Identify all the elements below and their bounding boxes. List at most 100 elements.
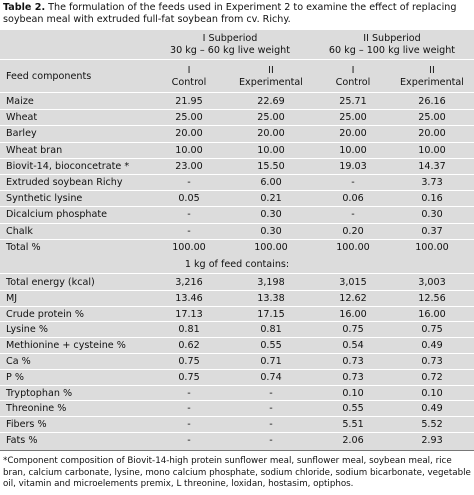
row-value: 20.00 [175, 128, 203, 140]
row-divider [0, 109, 474, 111]
row-value: 25.00 [339, 112, 367, 124]
row-divider [0, 368, 474, 370]
header-bottom-rule [0, 92, 474, 93]
row-value: 0.81 [178, 324, 200, 336]
subheading: 1 kg of feed contains: [184, 259, 290, 270]
group-4-name: Experimental [400, 77, 464, 88]
header-row-label: Feed components [6, 71, 92, 82]
row-divider [0, 125, 474, 127]
row-value: 0.06 [342, 193, 364, 205]
row-value: 25.71 [339, 96, 367, 107]
row-value: 14.37 [418, 160, 446, 172]
group-3-num: I [351, 65, 355, 76]
row-label: Crude protein % [6, 308, 85, 320]
feed-table: I Subperiod 30 kg – 60 kg live weight II… [0, 30, 474, 450]
row-value: 3.73 [421, 177, 443, 188]
row-value: 20.00 [418, 128, 446, 140]
row-value: 20.00 [339, 128, 367, 140]
row-divider [0, 353, 474, 354]
row-value: 0.75 [178, 356, 200, 367]
row-value: 20.00 [257, 128, 285, 140]
row-value: 3,003 [418, 277, 446, 288]
row-value: 25.00 [175, 112, 203, 124]
subperiod-2-range: 60 kg – 100 kg live weight [328, 45, 456, 56]
row-value: 0.10 [421, 387, 443, 399]
row-value: 13.46 [175, 292, 203, 304]
row-divider [0, 400, 474, 402]
row-label: Chalk [6, 225, 33, 237]
row-value: 0.72 [421, 371, 443, 383]
row-value: 5.51 [342, 419, 364, 431]
group-2-num: II [268, 65, 274, 76]
row-value: 0.05 [178, 193, 200, 205]
row-value: - [351, 177, 355, 188]
row-value: 3,216 [175, 277, 203, 288]
row-label: P % [6, 371, 24, 383]
row-value: - [187, 177, 191, 188]
row-value: 25.00 [257, 112, 285, 124]
row-value: 0.30 [421, 209, 443, 221]
row-value: - [269, 435, 273, 446]
row-value: 2.93 [421, 435, 443, 446]
row-divider [0, 222, 474, 224]
row-label: Fibers % [6, 419, 47, 431]
row-value: 26.16 [418, 96, 446, 107]
row-value: 10.00 [418, 144, 446, 156]
row-label: Synthetic lysine [6, 193, 83, 205]
row-value: 17.15 [257, 308, 285, 320]
row-divider [0, 141, 474, 143]
row-label: Dicalcium phosphate [6, 209, 108, 221]
row-value: 13.38 [257, 292, 285, 304]
row-value: 0.49 [421, 340, 443, 352]
row-value: 0.37 [421, 225, 443, 237]
row-value: 0.30 [260, 209, 282, 221]
row-value: 22.69 [257, 96, 285, 107]
row-value: - [269, 387, 273, 399]
row-label: Wheat [6, 112, 38, 124]
row-value: - [187, 435, 191, 446]
row-value: 16.00 [418, 308, 446, 320]
row-value: 10.00 [175, 144, 203, 156]
row-divider [0, 289, 474, 291]
row-value: - [187, 209, 191, 221]
row-label: Biovit-14, bioconcetrate * [6, 160, 130, 172]
row-divider [0, 174, 474, 175]
group-3-name: Control [335, 77, 371, 88]
row-value: 100.00 [336, 241, 370, 253]
row-value: 0.62 [178, 340, 200, 352]
row-value: 2.06 [342, 435, 364, 446]
row-value: 3,198 [257, 277, 285, 288]
row-value: 0.55 [260, 340, 282, 352]
row-value: 0.55 [342, 403, 364, 415]
row-label: Total energy (kcal) [6, 277, 95, 288]
subperiod-1-title: I Subperiod [202, 33, 258, 44]
row-value: - [187, 419, 191, 431]
row-label: Threonine % [6, 403, 67, 415]
row-value: 100.00 [415, 241, 449, 253]
row-label: Lysine % [6, 324, 48, 336]
row-label: MJ [6, 292, 18, 304]
row-divider [0, 337, 474, 339]
row-value: 0.81 [260, 324, 282, 336]
row-divider [0, 157, 474, 159]
row-value: 0.73 [342, 356, 364, 367]
row-value: 0.73 [421, 356, 443, 367]
row-value: 10.00 [257, 144, 285, 156]
row-divider [0, 321, 474, 323]
group-2-name: Experimental [239, 77, 303, 88]
row-value: 0.73 [342, 371, 364, 383]
row-divider [0, 416, 474, 418]
row-value: 0.49 [421, 403, 443, 415]
row-divider [0, 432, 474, 433]
row-divider [0, 305, 474, 307]
group-1-name: Control [171, 77, 207, 88]
header-divider [0, 59, 474, 60]
row-value: 0.30 [260, 225, 282, 237]
table-caption: Table 2. The formulation of the feeds us… [3, 2, 471, 26]
row-value: 0.75 [421, 324, 443, 336]
row-value: 0.10 [342, 387, 364, 399]
row-value: - [187, 403, 191, 415]
row-value: - [269, 419, 273, 431]
row-value: 12.56 [418, 292, 446, 304]
caption-text: The formulation of the feeds used in Exp… [3, 2, 457, 25]
